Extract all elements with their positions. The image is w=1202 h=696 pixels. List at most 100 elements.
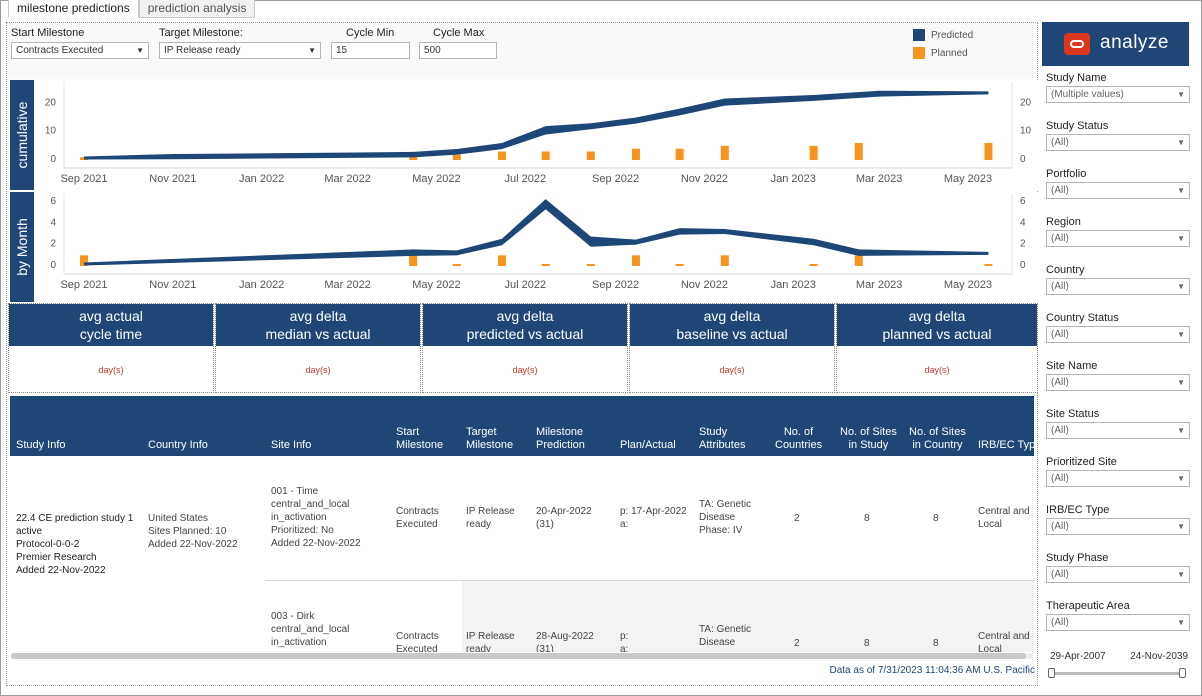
start-milestone-line2: Executed (396, 519, 438, 530)
col-header-plan-actual[interactable]: Plan/Actual (620, 439, 676, 451)
filter-dropdown-study-phase[interactable]: (All) ▼ (1046, 566, 1190, 583)
site-added: Added 22-Nov-2022 (271, 538, 361, 549)
filter-value: (All) (1051, 569, 1069, 580)
filter-label: Therapeutic Area (1046, 600, 1130, 612)
filter-dropdown-region[interactable]: (All) ▼ (1046, 230, 1190, 247)
kpi-baseline-vs-actual: avg delta baseline vs actual day(s) (629, 303, 835, 393)
kpi-title-line2: planned vs actual (882, 326, 992, 342)
y-tick-right: 6 (1020, 196, 1026, 207)
row-divider (265, 580, 1034, 581)
kpi-title-line2: median vs actual (265, 326, 371, 342)
cumulative-label-text: cumulative (14, 101, 30, 169)
by-month-panel-label: by Month (10, 192, 34, 302)
study-attributes-cell: TA: Genetic Disease Phase: IV (699, 498, 751, 537)
planned-bar (809, 145, 818, 160)
slider-start-handle[interactable] (1048, 668, 1055, 678)
legend-item-predicted[interactable]: Predicted (913, 29, 973, 41)
filter-dropdown-prioritized-site[interactable]: (All) ▼ (1046, 470, 1190, 487)
legend-label-planned: Planned (931, 47, 968, 59)
kpi-title-line2: predicted vs actual (466, 326, 584, 342)
study-sponsor: Premier Research (16, 552, 97, 563)
col-header-start-milestone[interactable]: Start Milestone (396, 426, 444, 451)
filter-therapeutic-area: Therapeutic Area (All) ▼ (1046, 600, 1190, 631)
tab-prediction-analysis[interactable]: prediction analysis (138, 0, 256, 18)
start-milestone-value: Contracts Executed (16, 45, 104, 56)
planned-bar (409, 255, 418, 266)
target-milestone-dropdown[interactable]: IP Release ready ▼ (159, 42, 321, 59)
scrollbar-thumb[interactable] (11, 653, 1026, 659)
start-milestone-dropdown[interactable]: Contracts Executed ▼ (11, 42, 149, 59)
kpi-title-line1: avg delta (703, 308, 761, 324)
site-irb: central_and_local (271, 624, 350, 635)
slider-end-handle[interactable] (1179, 668, 1186, 678)
kpi-title-line1: avg delta (496, 308, 554, 324)
chevron-down-icon: ▼ (308, 46, 316, 55)
planned-bar (631, 148, 640, 160)
kpi-value: day(s) (305, 365, 331, 375)
attr-phase: Phase: IV (699, 525, 743, 536)
filter-site-status: Site Status (All) ▼ (1046, 408, 1190, 439)
table-horizontal-scrollbar[interactable] (11, 653, 1033, 659)
chevron-down-icon: ▼ (1177, 618, 1185, 627)
date-range-slider[interactable] (1048, 668, 1186, 678)
dashboard-main: Start Milestone Contracts Executed ▼ Tar… (6, 22, 1038, 686)
cycle-max-input[interactable]: 500 (419, 42, 497, 59)
chevron-down-icon: ▼ (1177, 234, 1185, 243)
attr-ta-cont: Disease (699, 512, 736, 523)
filter-dropdown-country-status[interactable]: (All) ▼ (1046, 326, 1190, 343)
col-header-sites-in-study[interactable]: No. of Sites in Study (840, 426, 897, 451)
filter-dropdown-study-status[interactable]: (All) ▼ (1046, 134, 1190, 151)
filter-label: Site Status (1046, 408, 1100, 420)
col-header-sites-in-country[interactable]: No. of Sites in Country (909, 426, 966, 451)
kpi-avg-actual-cycle-time: avg actual cycle time day(s) (8, 303, 214, 393)
planned-bar (409, 155, 418, 160)
filter-dropdown-study-name[interactable]: (Multiple values) ▼ (1046, 86, 1190, 103)
filter-dropdown-irb-ec-type[interactable]: (All) ▼ (1046, 518, 1190, 535)
kpi-header: avg delta baseline vs actual (630, 304, 834, 346)
legend-item-planned[interactable]: Planned (913, 47, 973, 59)
country-info-cell[interactable]: United States Sites Planned: 10 Added 22… (148, 512, 238, 551)
by-month-chart[interactable]: 0 2 4 6 0 2 4 6 Sep 2021 Nov 2021 Jan 2022 Mar 2022… (8, 192, 1038, 302)
filter-dropdown-site-name[interactable]: (All) ▼ (1046, 374, 1190, 391)
cumulative-chart[interactable]: 0 10 20 0 10 20 Sep 2021 Nov 2021 Jan 2022 Mar 20… (8, 80, 1038, 190)
tab-milestone-predictions[interactable]: milestone predictions (8, 0, 139, 18)
plan-actual-cell: p: a: (620, 630, 628, 652)
x-tick-label: Nov 2022 (681, 173, 728, 185)
legend-label-predicted: Predicted (931, 29, 974, 41)
col-header-no-countries[interactable]: No. of Countries (775, 426, 823, 451)
col-header-target-milestone[interactable]: Target Milestone (466, 426, 514, 451)
col-header-study-info[interactable]: Study Info (16, 439, 66, 451)
irb-line1: Central and (978, 631, 1030, 642)
planned-swatch (913, 47, 925, 59)
filter-dropdown-country[interactable]: (All) ▼ (1046, 278, 1190, 295)
kpi-title-line1: avg delta (908, 308, 966, 324)
kpi-median-vs-actual: avg delta median vs actual day(s) (215, 303, 421, 393)
filter-prioritized-site: Prioritized Site (All) ▼ (1046, 456, 1190, 487)
col-header-site-info[interactable]: Site Info (271, 439, 312, 451)
kpi-predicted-vs-actual: avg delta predicted vs actual day(s) (422, 303, 628, 393)
planned-bar (497, 151, 506, 160)
y-tick-right: 10 (1020, 126, 1032, 137)
milestone-prediction-cell: 20-Apr-2022 (31) (536, 505, 592, 531)
col-header-irb-ec-type[interactable]: IRB/EC Type (978, 439, 1034, 451)
study-info-cell[interactable]: 22.4 CE prediction study 1 active Protoc… (16, 512, 133, 577)
country-sites-planned: Sites Planned: 10 (148, 526, 227, 537)
date-range-start: 29-Apr-2007 (1050, 651, 1106, 662)
col-header-milestone-prediction[interactable]: Milestone Prediction (536, 426, 585, 451)
cycle-min-input[interactable]: 15 (331, 42, 410, 59)
col-header-country-info[interactable]: Country Info (148, 439, 208, 451)
prediction-days: (31) (536, 519, 554, 530)
x-tick-label: Nov 2021 (149, 279, 196, 291)
site-status: in_activation (271, 637, 327, 648)
filter-value: (All) (1051, 185, 1069, 196)
predicted-swatch (913, 29, 925, 41)
predicted-line (83, 204, 989, 265)
start-milestone-cell: Contracts Executed (396, 630, 439, 652)
col-header-study-attributes[interactable]: Study Attributes (699, 426, 746, 451)
filter-dropdown-site-status[interactable]: (All) ▼ (1046, 422, 1190, 439)
x-tick-label: Jan 2022 (239, 173, 284, 185)
filter-dropdown-portfolio[interactable]: (All) ▼ (1046, 182, 1190, 199)
filter-study-name: Study Name (Multiple values) ▼ (1046, 72, 1190, 103)
x-tick-label: May 2023 (944, 279, 992, 291)
filter-dropdown-therapeutic-area[interactable]: (All) ▼ (1046, 614, 1190, 631)
